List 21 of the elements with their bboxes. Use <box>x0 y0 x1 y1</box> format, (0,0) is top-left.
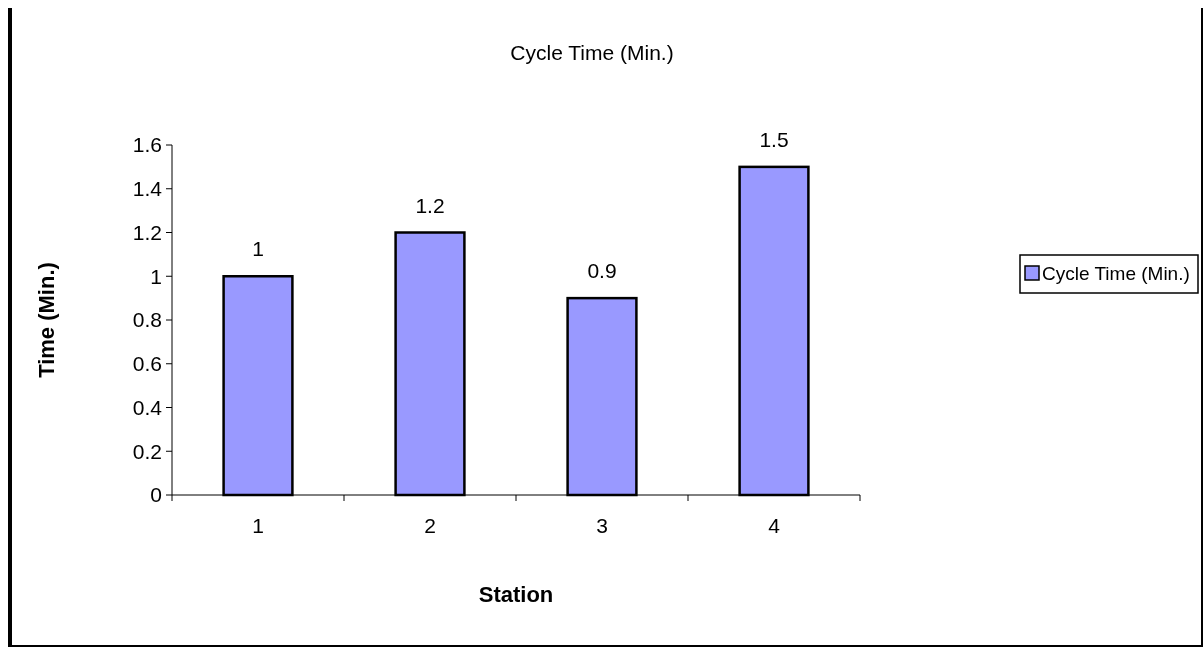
y-tick-label: 0.4 <box>132 395 163 419</box>
data-label: 0.9 <box>587 259 617 283</box>
y-tick-label: 0.8 <box>132 308 162 332</box>
y-tick-label: 0 <box>150 483 162 507</box>
x-tick-label: 4 <box>768 514 781 537</box>
y-tick-label: 1.4 <box>132 177 163 201</box>
y-tick-label: 1 <box>150 264 162 288</box>
y-tick-label: 1.6 <box>132 133 162 157</box>
y-tick-label: 0.6 <box>132 352 162 376</box>
data-label: 1 <box>252 237 264 261</box>
y-tick-label: 1.2 <box>132 220 162 244</box>
legend-label: Cycle Time (Min.) <box>1042 263 1190 284</box>
x-tick-label: 3 <box>596 514 608 537</box>
y-axis-title: Time (Min.) <box>34 262 59 378</box>
data-label: 1.5 <box>759 127 789 151</box>
chart-title: Cycle Time (Min.) <box>510 41 674 64</box>
y-tick-label: 0.2 <box>132 439 162 463</box>
x-tick-label: 2 <box>424 514 436 537</box>
x-tick-label: 1 <box>252 514 264 537</box>
x-axis-title: Station <box>478 582 554 607</box>
data-label: 1.2 <box>415 193 445 217</box>
